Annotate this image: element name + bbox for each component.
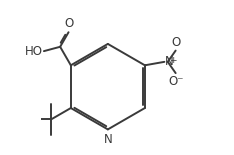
Text: HO: HO <box>25 45 43 58</box>
Text: O: O <box>172 36 181 49</box>
Text: N: N <box>103 133 112 146</box>
Text: N: N <box>165 55 174 68</box>
Text: O: O <box>65 17 74 30</box>
Text: O⁻: O⁻ <box>169 75 184 88</box>
Text: +: + <box>169 55 177 64</box>
